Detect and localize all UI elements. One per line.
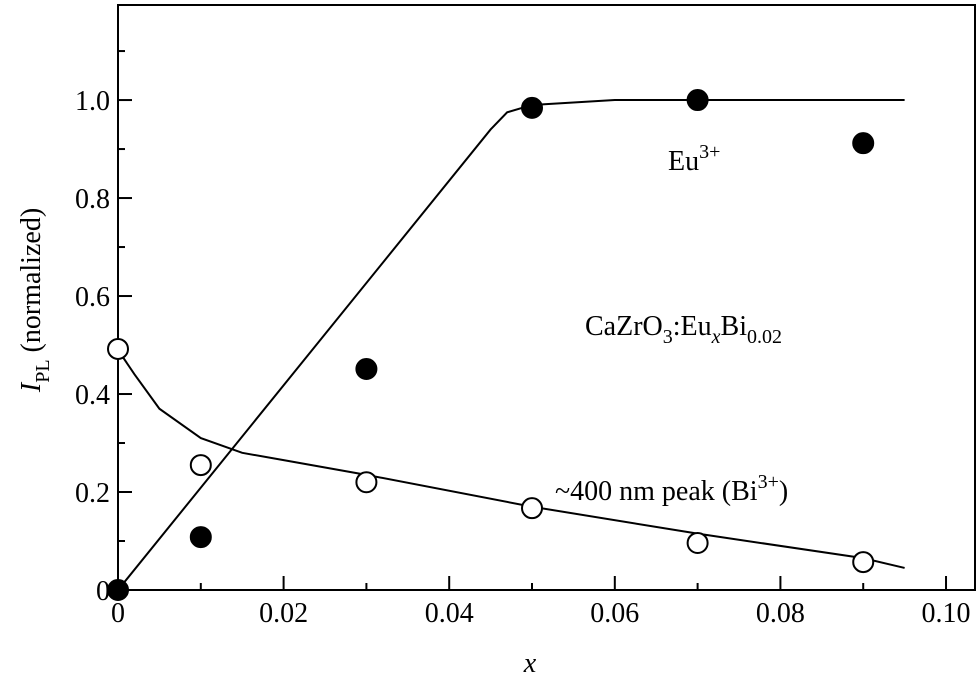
annotation-part: CaZrO bbox=[585, 311, 663, 342]
data-point bbox=[189, 454, 212, 477]
y-axis-label: IPL (normalized) bbox=[16, 208, 54, 393]
annotation-sup: 3+ bbox=[699, 141, 720, 163]
data-point bbox=[189, 526, 212, 549]
y-label-part: I bbox=[16, 381, 47, 393]
data-point bbox=[107, 579, 129, 601]
y-tick-label: 0.4 bbox=[75, 380, 110, 411]
data-point bbox=[852, 132, 875, 155]
y-tick-label: 1.0 bbox=[75, 86, 110, 117]
data-point bbox=[107, 337, 129, 360]
x-tick-label: 0.10 bbox=[922, 598, 971, 629]
annotation-part: :Eu bbox=[673, 311, 712, 342]
annotation: CaZrO3:EuxBi0.02 bbox=[585, 311, 782, 348]
data-point bbox=[521, 497, 544, 520]
data-point bbox=[355, 358, 378, 381]
plot-frame bbox=[117, 4, 976, 591]
data-point bbox=[521, 96, 544, 119]
y-label-sub: PL bbox=[32, 359, 54, 382]
fit-line bbox=[117, 99, 905, 591]
data-point bbox=[686, 531, 709, 554]
annotation-part: Bi bbox=[721, 311, 748, 342]
y-tick-label: 0 bbox=[96, 576, 110, 607]
x-tick-label: 0.06 bbox=[590, 598, 639, 629]
y-tick-label: 0.8 bbox=[75, 184, 110, 215]
annotation-sub: x bbox=[711, 326, 721, 348]
annotation-sub: 3 bbox=[663, 326, 673, 348]
x-tick-label: 0.08 bbox=[756, 598, 805, 629]
x-axis-label: x bbox=[523, 648, 537, 679]
annotation: ~400 nm peak (Bi3+) bbox=[555, 471, 788, 507]
data-point bbox=[686, 89, 709, 112]
x-tick-label: 0.02 bbox=[259, 598, 308, 629]
annotation-sup: 3+ bbox=[758, 471, 779, 493]
annotation-part: ) bbox=[779, 476, 788, 507]
annotation-part: Eu bbox=[668, 146, 699, 177]
annotation-sub: 0.02 bbox=[747, 326, 782, 348]
annotation-part: ~400 nm peak (Bi bbox=[555, 476, 758, 507]
x-tick-label: 0.04 bbox=[425, 598, 474, 629]
annotation: Eu3+ bbox=[668, 141, 720, 177]
fit-line bbox=[117, 349, 905, 569]
y-label-part: (normalized) bbox=[16, 208, 47, 360]
data-point bbox=[355, 471, 378, 494]
data-point bbox=[852, 551, 875, 574]
y-tick-label: 0.2 bbox=[75, 478, 110, 509]
x-tick-label: 0 bbox=[111, 598, 125, 629]
y-tick-label: 0.6 bbox=[75, 282, 110, 313]
